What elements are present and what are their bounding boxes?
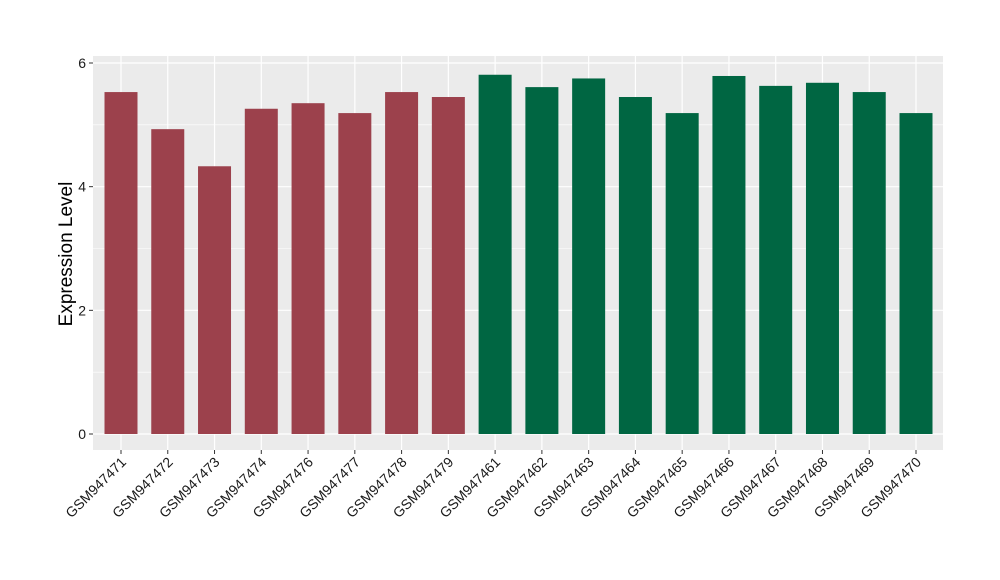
bars xyxy=(104,74,933,435)
y-axis-label: Expression Level xyxy=(56,182,77,327)
bar-gsm947479 xyxy=(431,97,465,434)
bar-gsm947476 xyxy=(291,103,325,435)
y-tick-label: 6 xyxy=(78,55,86,71)
bar-gsm947466 xyxy=(712,75,746,435)
bar-gsm947474 xyxy=(244,108,278,435)
bar-gsm947468 xyxy=(805,82,839,434)
bar-gsm947464 xyxy=(618,97,652,434)
bar-gsm947471 xyxy=(104,92,138,434)
bar-gsm947469 xyxy=(852,92,886,434)
plot-panel xyxy=(93,56,943,450)
bar-gsm947473 xyxy=(198,166,232,435)
y-axis: 0 2 4 6 xyxy=(78,55,93,442)
bar-gsm947470 xyxy=(899,113,933,435)
bar-gsm947472 xyxy=(151,129,185,434)
y-tick-label: 2 xyxy=(78,302,86,318)
bar-gsm947467 xyxy=(759,85,793,435)
bar-gsm947477 xyxy=(338,113,372,435)
bar-gsm947465 xyxy=(665,113,699,435)
minor-gridlines xyxy=(93,124,943,373)
y-tick-label: 4 xyxy=(78,179,86,195)
bar-gsm947461 xyxy=(478,74,512,434)
x-axis: GSM947471GSM947472GSM947473GSM947474GSM9… xyxy=(62,450,924,521)
bar-gsm947463 xyxy=(572,78,606,434)
bar-gsm947462 xyxy=(525,87,559,435)
bar-gsm947478 xyxy=(385,92,419,434)
y-tick-label: 0 xyxy=(78,426,86,442)
